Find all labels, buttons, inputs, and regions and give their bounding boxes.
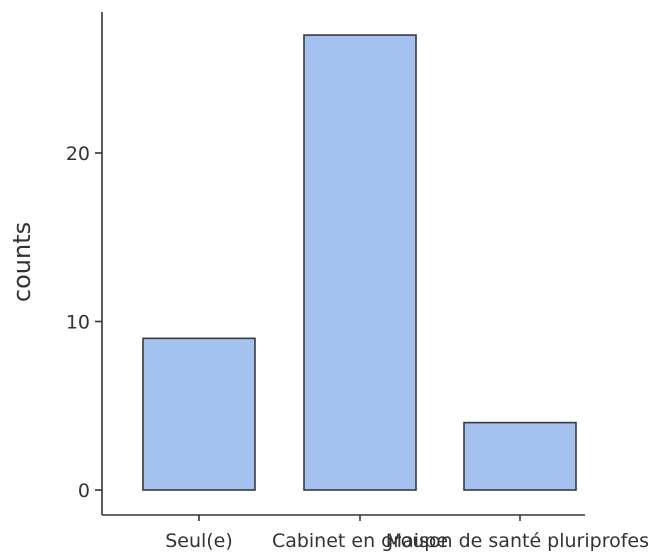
y-tick-label: 0 xyxy=(78,480,90,502)
y-tick-label: 10 xyxy=(66,312,90,334)
x-tick-label: Maison de santé pluriprofesi xyxy=(386,530,649,552)
bar-2 xyxy=(303,34,417,491)
x-tick-label: Seul(e) xyxy=(165,530,233,552)
x-tick-label: Cabinet en groupe xyxy=(272,530,448,552)
bar-3 xyxy=(463,421,577,491)
y-axis: 0 10 20 xyxy=(66,12,103,515)
bar-1 xyxy=(142,337,256,491)
y-tick-label: 20 xyxy=(66,143,90,165)
y-axis-title: counts xyxy=(8,222,36,302)
bars-group xyxy=(142,34,577,491)
